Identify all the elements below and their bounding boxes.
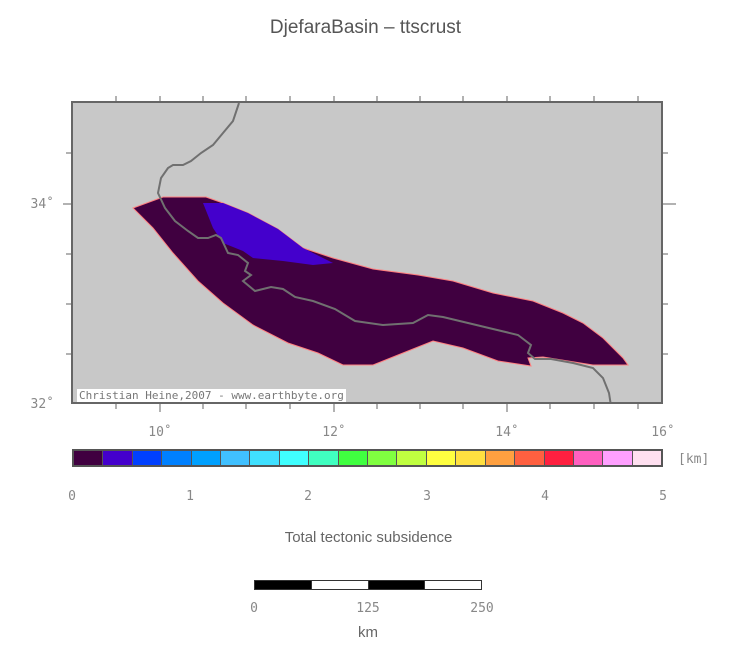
basin-region [132, 196, 629, 367]
scale-bar [254, 580, 482, 590]
colorbar-swatch-12 [426, 451, 457, 465]
lon-label-12: 12˚ [322, 425, 346, 440]
colorbar-swatch-14 [485, 451, 516, 465]
colorbar-swatch-19 [632, 451, 662, 465]
colorbar-swatch-5 [221, 451, 251, 465]
colorbar-swatch-3 [162, 451, 192, 465]
colorbar-swatch-10 [368, 451, 398, 465]
colorbar-swatch-8 [309, 451, 339, 465]
lon-label-16: 16˚ [651, 425, 675, 440]
scale-seg-3 [368, 581, 426, 589]
scale-seg-2 [311, 581, 369, 589]
colorbar-swatch-6 [250, 451, 280, 465]
colorbar-swatch-11 [397, 451, 427, 465]
colorbar-tick-1: 1 [186, 489, 194, 504]
scale-tick-250: 250 [470, 601, 494, 616]
colorbar-swatch-0 [74, 451, 104, 465]
map-title: DjefaraBasin – ttscrust [269, 17, 462, 38]
scale-seg-4 [425, 581, 481, 589]
colorbar-title: Total tectonic subsidence [284, 529, 453, 546]
colorbar-swatch-18 [603, 451, 633, 465]
lat-label-32: 32˚ [30, 397, 54, 412]
colorbar-tick-4: 4 [541, 489, 549, 504]
colorbar-swatch-17 [573, 451, 604, 465]
frame-ticks [63, 96, 676, 412]
map-frame[interactable] [71, 101, 663, 404]
colorbar-unit: [km] [678, 452, 710, 467]
scale-unit: km [358, 624, 378, 641]
colorbar-tick-2: 2 [304, 489, 312, 504]
colorbar-swatch-16 [544, 451, 574, 465]
colorbar-swatch-13 [456, 451, 486, 465]
colorbar [72, 449, 663, 467]
credit-text: Christian Heine,2007 - www.earthbyte.org [77, 389, 346, 402]
scale-tick-0: 0 [250, 601, 258, 616]
scale-tick-125: 125 [356, 601, 380, 616]
colorbar-swatch-4 [191, 451, 222, 465]
map-canvas [132, 103, 629, 402]
colorbar-swatch-7 [279, 451, 310, 465]
lon-label-10: 10˚ [148, 425, 172, 440]
colorbar-swatch-1 [103, 451, 133, 465]
colorbar-tick-3: 3 [423, 489, 431, 504]
scale-seg-1 [255, 581, 312, 589]
colorbar-swatch-2 [132, 451, 163, 465]
lat-label-34: 34˚ [30, 197, 54, 212]
colorbar-tick-0: 0 [68, 489, 76, 504]
coastline [156, 103, 612, 402]
colorbar-swatch-9 [338, 451, 369, 465]
lon-label-14: 14˚ [495, 425, 519, 440]
colorbar-swatch-15 [515, 451, 545, 465]
basin-high-zone [203, 203, 333, 265]
colorbar-tick-5: 5 [659, 489, 667, 504]
